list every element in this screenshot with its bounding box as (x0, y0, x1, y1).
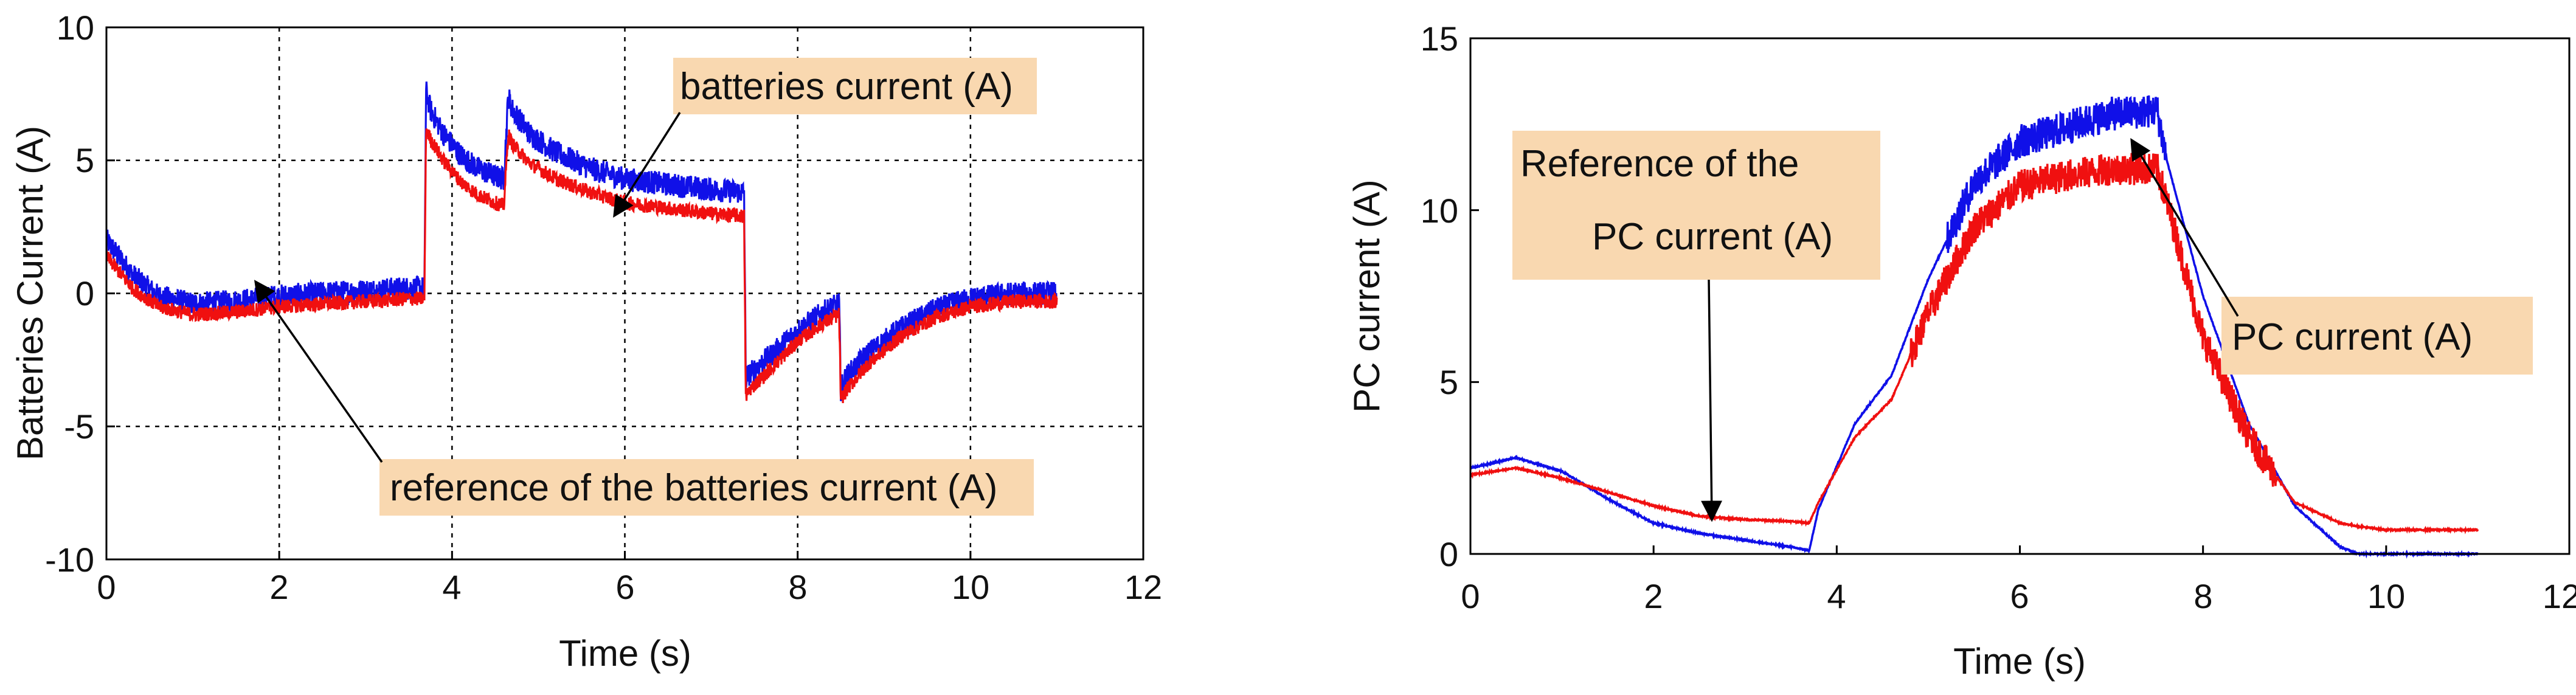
tick-marks (1469, 37, 2571, 555)
x-tick-label: 0 (97, 568, 116, 606)
y-tick-label: 5 (75, 141, 94, 179)
y-tick-label: 15 (1421, 19, 1458, 58)
annotation-arrow (2130, 138, 2239, 317)
x-tick-label: 8 (2193, 577, 2212, 615)
x-tick-label: 8 (788, 568, 807, 606)
annotation-arrow (1701, 279, 1723, 522)
x-axis-label: Time (s) (1953, 641, 2086, 682)
y-tick-label: -10 (45, 541, 94, 579)
annotation-arrow (254, 280, 383, 463)
annotation-label: PC current (A) (2232, 316, 2473, 358)
x-tick-label: 0 (1461, 577, 1480, 615)
plot-frame (1469, 37, 2571, 555)
y-tick-label: 0 (75, 274, 94, 313)
batteries-current-chart: 0 2 4 6 8 10 12 -10 -5 0 5 10 Time (s) B… (10, 9, 1162, 674)
series-layer (105, 81, 1058, 404)
x-tick-label: 12 (2543, 577, 2576, 615)
x-tick-label: 4 (442, 568, 461, 606)
annotation-label-line: Reference of the (1520, 143, 1799, 185)
x-tick-label: 10 (952, 568, 989, 606)
series-line-reference (105, 128, 1058, 404)
annotation-box (673, 58, 1037, 114)
y-tick-label: 0 (1439, 535, 1458, 573)
y-tick-label: -5 (64, 407, 94, 446)
annotation-label: batteries current (A) (680, 66, 1013, 108)
tick-marks (105, 26, 1144, 561)
y-axis-label: Batteries Current (A) (10, 126, 50, 460)
y-axis-label: PC current (A) (1346, 179, 1387, 412)
annotation-label: reference of the batteries current (A) (390, 467, 997, 509)
annotation-box (2221, 297, 2533, 375)
series-line-measured (105, 81, 1058, 401)
series-layer (1469, 95, 2479, 559)
annotation-arrow (613, 112, 681, 218)
annotation-label-line: PC current (A) (1592, 216, 1833, 258)
x-tick-label: 2 (269, 568, 288, 606)
series-line-measured (1469, 95, 2479, 559)
annotation-box (379, 459, 1034, 516)
x-tick-label: 4 (1827, 577, 1846, 615)
x-tick-label: 2 (1644, 577, 1663, 615)
x-tick-label: 12 (1124, 568, 1162, 606)
x-axis-label: Time (s) (559, 633, 691, 674)
y-tick-label: 5 (1439, 363, 1458, 401)
pc-current-chart: 0 2 4 6 8 10 12 0 5 10 15 Time (s) PC cu… (1346, 19, 2576, 682)
series-line-reference (1469, 153, 2479, 535)
y-tick-label: 10 (57, 9, 94, 47)
x-tick-label: 6 (615, 568, 634, 606)
annotation-box (1512, 131, 1880, 280)
y-tick-label: 10 (1421, 192, 1458, 230)
x-tick-label: 6 (2010, 577, 2029, 615)
x-tick-label: 10 (2367, 577, 2405, 615)
